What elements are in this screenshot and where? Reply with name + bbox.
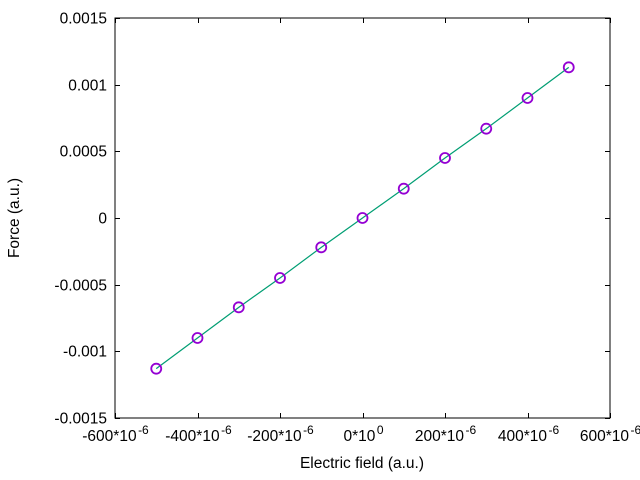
x-tick-label: 200*10 -6 xyxy=(415,423,477,445)
data-point xyxy=(150,362,163,375)
y-tick-label: 0.0005 xyxy=(60,144,107,161)
x-tick-label: -200*10 -6 xyxy=(247,423,314,445)
x-tick-label: -400*10 -6 xyxy=(165,423,232,445)
data-point xyxy=(191,332,204,344)
x-axis-title: Electric field (a.u.) xyxy=(300,455,424,472)
y-axis-title: Force (a.u.) xyxy=(6,178,23,258)
data-point xyxy=(315,241,328,254)
y-tick-label: 0.001 xyxy=(68,78,107,95)
plot-layer: -600*10 -6 -400*10 -6 -200*10 -6 0*10 0 200*10 -6… xyxy=(54,11,640,446)
x-tick-label: 400*10 -6 xyxy=(498,423,560,445)
x-tick-label: 0*10 0 xyxy=(343,423,383,445)
data-point xyxy=(521,92,534,104)
y-tick-label: 0 xyxy=(98,211,107,228)
y-tick-label: -0.0015 xyxy=(54,411,107,428)
data-point xyxy=(356,212,369,224)
x-tick-label: -600*10 -6 xyxy=(82,423,149,445)
data-point xyxy=(480,122,493,135)
data-point xyxy=(397,182,410,195)
data-point xyxy=(439,152,451,164)
y-tick-label: -0.0005 xyxy=(54,278,107,295)
x-tick-label: 600*10 -6 xyxy=(580,423,640,445)
data-point xyxy=(232,301,245,314)
y-tick-label: -0.001 xyxy=(63,344,107,361)
data-point xyxy=(562,61,575,74)
data-point xyxy=(274,272,286,284)
fit-line xyxy=(155,66,570,370)
y-tick-label: 0.0015 xyxy=(60,11,107,28)
